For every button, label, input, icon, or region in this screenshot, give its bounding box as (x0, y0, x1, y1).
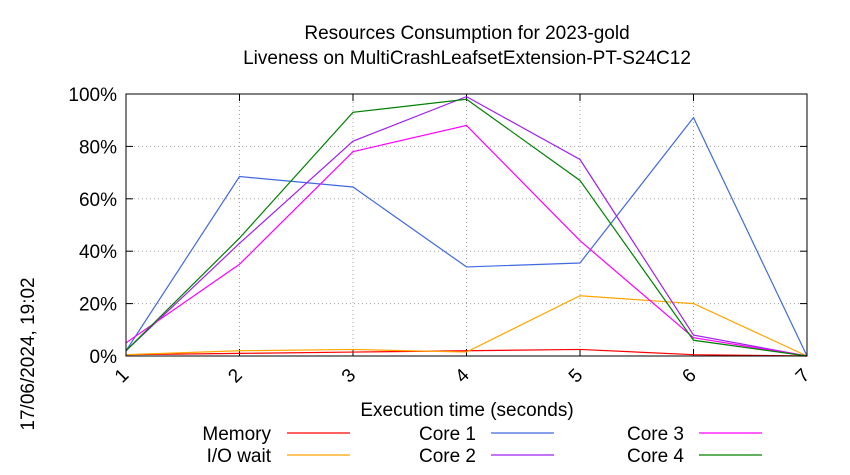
plot-border (125, 93, 808, 357)
y-axis-ticks: 0% 20% 40% 60% 80% 100% (68, 85, 807, 368)
series-line-i-o-wait (125, 295, 808, 357)
y-tick-label: 80% (79, 137, 117, 158)
timestamp-label: 17/06/2024, 19:02 (18, 277, 39, 430)
x-axis-label: Execution time (seconds) (360, 400, 573, 421)
series-line-core-3 (125, 124, 808, 357)
x-tick-label: 5 (565, 365, 587, 387)
x-tick-label: 4 (451, 365, 474, 388)
y-tick-label: 100% (68, 85, 117, 106)
x-axis-ticks: 1 2 3 4 5 6 7 (111, 94, 814, 387)
series-line-memory (125, 348, 808, 357)
y-tick-label: 0% (90, 347, 118, 368)
legend-label: Core 1 (419, 424, 476, 445)
y-tick-label: 40% (79, 242, 117, 263)
series-line-core-1 (125, 116, 808, 357)
series-line-core-4 (125, 98, 808, 357)
legend-label: Core 4 (627, 446, 684, 467)
legend-label: Core 3 (627, 424, 684, 445)
legend-label: Memory (202, 424, 271, 445)
y-tick-label: 60% (79, 190, 117, 211)
x-tick-label: 2 (224, 365, 246, 387)
legend-label: I/O wait (207, 446, 272, 467)
legend-label: Core 2 (419, 446, 476, 467)
series-lines (125, 95, 808, 357)
chart-subtitle: Liveness on MultiCrashLeafsetExtension-P… (243, 48, 691, 69)
x-tick-label: 6 (678, 365, 700, 387)
y-tick-label: 20% (79, 295, 117, 316)
x-tick-label: 7 (792, 365, 814, 387)
x-tick-label: 1 (111, 365, 133, 387)
chart-title: Resources Consumption for 2023-gold (304, 23, 629, 44)
grid-lines (125, 93, 808, 357)
x-tick-label: 3 (338, 365, 360, 387)
series-line-core-2 (125, 95, 808, 357)
